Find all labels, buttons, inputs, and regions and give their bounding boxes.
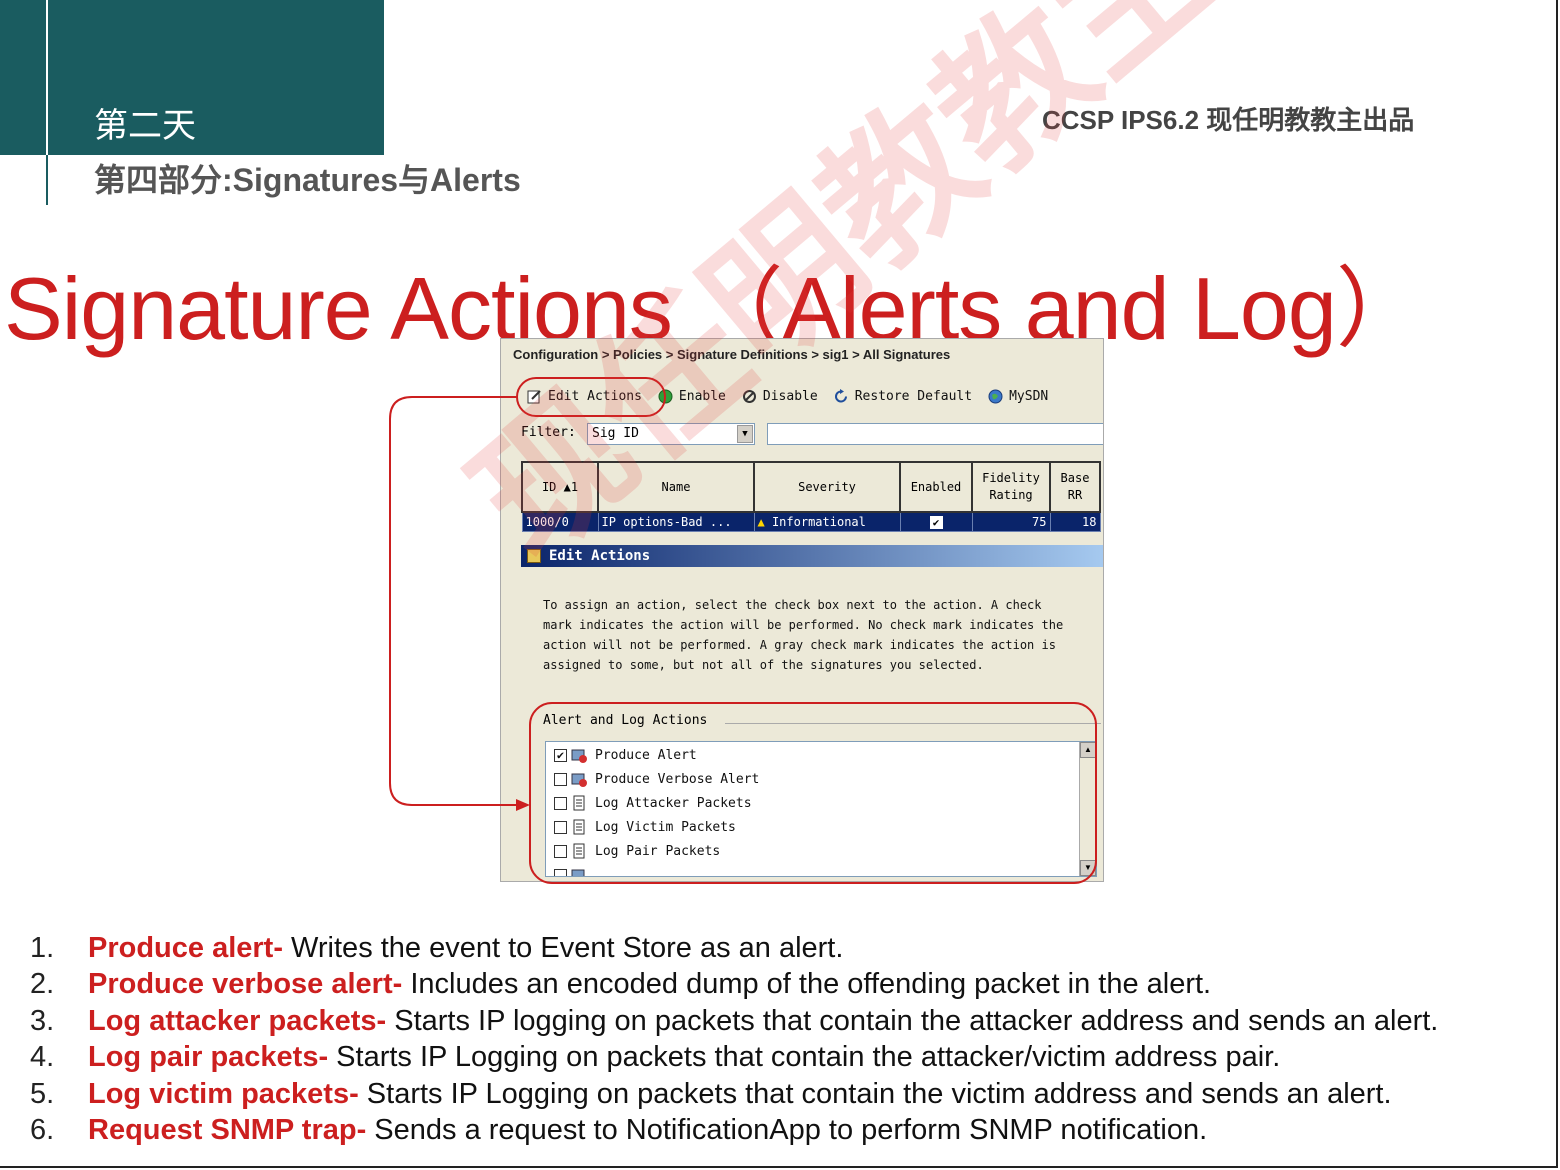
list-term: Produce verbose alert-	[88, 968, 403, 1001]
list-number: 6.	[30, 1113, 55, 1146]
breadcrumb: Configuration > Policies > Signature Def…	[513, 347, 951, 362]
log-victim-packets-checkbox[interactable]	[554, 820, 567, 834]
actions-scrollbar[interactable]: ▲ ▼	[1079, 742, 1096, 876]
list-text: Sends a request to NotificationApp to pe…	[366, 1113, 1208, 1146]
log-pair-packets-checkbox[interactable]	[554, 844, 567, 858]
list-text: Includes an encoded dump of the offendin…	[402, 968, 1212, 1001]
part-title: 第四部分:Signatures与Alerts	[94, 162, 521, 198]
alert-icon	[571, 867, 587, 876]
cell-name: IP options-Bad ...	[597, 511, 755, 532]
column-header-enabled[interactable]: Enabled	[899, 461, 973, 513]
column-header-base-rr[interactable]: Base RR	[1049, 461, 1101, 513]
log-icon	[571, 819, 587, 835]
list-number: 1.	[30, 932, 55, 964]
log-victim-packets-label: Log Victim Packets	[595, 819, 736, 835]
list-term: Log pair packets-	[88, 1041, 329, 1074]
restore-default-button[interactable]: Restore Default	[834, 388, 973, 404]
restore-default-label: Restore Default	[854, 388, 973, 404]
list-item: 4. Log pair packets- Starts IP Logging on…	[30, 1039, 1438, 1075]
restore-icon	[834, 388, 849, 404]
log-attacker-packets-label: Log Attacker Packets	[595, 795, 752, 811]
mysdn-button[interactable]: MySDN	[988, 389, 1048, 404]
chevron-down-icon[interactable]: ▼	[737, 425, 753, 443]
list-text: Starts IP Logging on packets that contai…	[328, 1041, 1281, 1074]
group-label: Alert and Log Actions	[543, 713, 714, 728]
header-divider-line-lower	[46, 155, 48, 205]
mysdn-label: MySDN	[1009, 388, 1049, 404]
list-item: 6. Request SNMP trap- Sends a request to …	[30, 1112, 1438, 1148]
column-header-fidelity[interactable]: Fidelity Rating	[971, 461, 1051, 513]
disable-button[interactable]: Disable	[742, 389, 818, 404]
partial-checkbox[interactable]	[554, 868, 567, 876]
log-icon	[571, 843, 587, 859]
header-divider-line	[46, 0, 48, 205]
scroll-up-icon[interactable]: ▲	[1080, 742, 1096, 758]
list-number: 3.	[30, 1004, 55, 1037]
list-item: 3. Log attacker packets- Starts IP loggin…	[30, 1003, 1438, 1039]
alert-icon	[571, 771, 587, 787]
log-attacker-packets-checkbox[interactable]	[554, 796, 567, 810]
cell-base-rr: 18	[1049, 511, 1101, 532]
list-term: Log victim packets-	[88, 1077, 359, 1110]
cell-severity: ▲ Informational	[753, 511, 901, 532]
action-item-log-attacker-packets[interactable]: Log Attacker Packets	[554, 792, 752, 814]
action-notes-list: 1. Produce alert- Writes the event to Eve…	[30, 930, 1438, 1148]
produce-verbose-alert-label: Produce Verbose Alert	[595, 771, 760, 787]
action-item-partial	[554, 864, 595, 876]
column-header-severity[interactable]: Severity	[753, 461, 901, 513]
dialog-title-text: Edit Actions	[549, 548, 651, 564]
filter-label: Filter:	[521, 425, 576, 440]
table-row[interactable]: 1000/0 IP options-Bad ... ▲ Informationa…	[521, 511, 1101, 532]
table-header-row: ID ▲1 Name Severity Enabled Fidelity Rat…	[521, 461, 1101, 513]
action-item-produce-verbose-alert[interactable]: Produce Verbose Alert	[554, 768, 759, 790]
column-header-name[interactable]: Name	[597, 461, 755, 513]
day-title: 第二天	[94, 107, 196, 145]
filter-select[interactable]: Sig ID ▼	[587, 423, 755, 445]
list-item: 2. Produce verbose alert- Includes an enc…	[30, 966, 1438, 1002]
column-header-id[interactable]: ID ▲1	[521, 461, 599, 513]
globe-icon	[988, 389, 1003, 404]
dialog-description: To assign an action, select the check bo…	[543, 598, 1064, 672]
enabled-checkbox[interactable]: ✔	[929, 516, 943, 529]
list-term: Log attacker packets-	[88, 1004, 387, 1037]
header-teal-block	[0, 0, 384, 155]
list-text: Starts IP logging on packets that contai…	[386, 1004, 1439, 1037]
list-number: 5.	[30, 1077, 55, 1110]
actions-listbox[interactable]: ✔ Produce Alert Produce Verbose Alert Lo…	[545, 741, 1097, 877]
list-text: Writes the event to Event Store as an al…	[283, 932, 844, 964]
dialog-icon	[527, 549, 541, 563]
log-icon	[571, 795, 587, 811]
cell-id: 1000/0	[521, 511, 599, 532]
brand-label: CCSP IPS6.2 现任明教教主出品	[1042, 105, 1415, 135]
list-item: 1. Produce alert- Writes the event to Eve…	[30, 930, 1438, 966]
filter-select-value: Sig ID	[592, 426, 639, 441]
produce-verbose-alert-checkbox[interactable]	[554, 772, 567, 786]
log-pair-packets-label: Log Pair Packets	[595, 843, 721, 859]
warning-icon: ▲	[757, 515, 772, 529]
action-item-log-pair-packets[interactable]: Log Pair Packets	[554, 840, 720, 862]
cell-enabled: ✔	[899, 511, 973, 532]
cell-severity-text: Informational	[771, 515, 866, 529]
action-item-log-victim-packets[interactable]: Log Victim Packets	[554, 816, 736, 838]
list-text: Starts IP Logging on packets that contai…	[358, 1077, 1392, 1110]
signatures-table: ID ▲1 Name Severity Enabled Fidelity Rat…	[521, 461, 1101, 532]
list-item: 5. Log victim packets- Starts IP Logging …	[30, 1076, 1438, 1112]
cell-fidelity: 75	[971, 511, 1051, 532]
filter-input[interactable]	[767, 423, 1103, 445]
list-number: 4.	[30, 1041, 55, 1074]
disable-icon	[742, 389, 757, 404]
alert-icon	[571, 747, 587, 763]
action-item-produce-alert[interactable]: ✔ Produce Alert	[554, 744, 697, 766]
produce-alert-label: Produce Alert	[595, 747, 697, 763]
disable-label: Disable	[762, 388, 818, 404]
list-term: Request SNMP trap-	[88, 1113, 367, 1146]
enable-label: Enable	[678, 388, 726, 404]
list-number: 2.	[30, 968, 55, 1001]
scroll-down-icon[interactable]: ▼	[1080, 860, 1096, 876]
group-divider	[725, 723, 1101, 724]
list-term: Produce alert-	[88, 932, 283, 964]
produce-alert-checkbox[interactable]: ✔	[554, 748, 567, 762]
edit-actions-dialog-title: Edit Actions	[521, 545, 1103, 567]
